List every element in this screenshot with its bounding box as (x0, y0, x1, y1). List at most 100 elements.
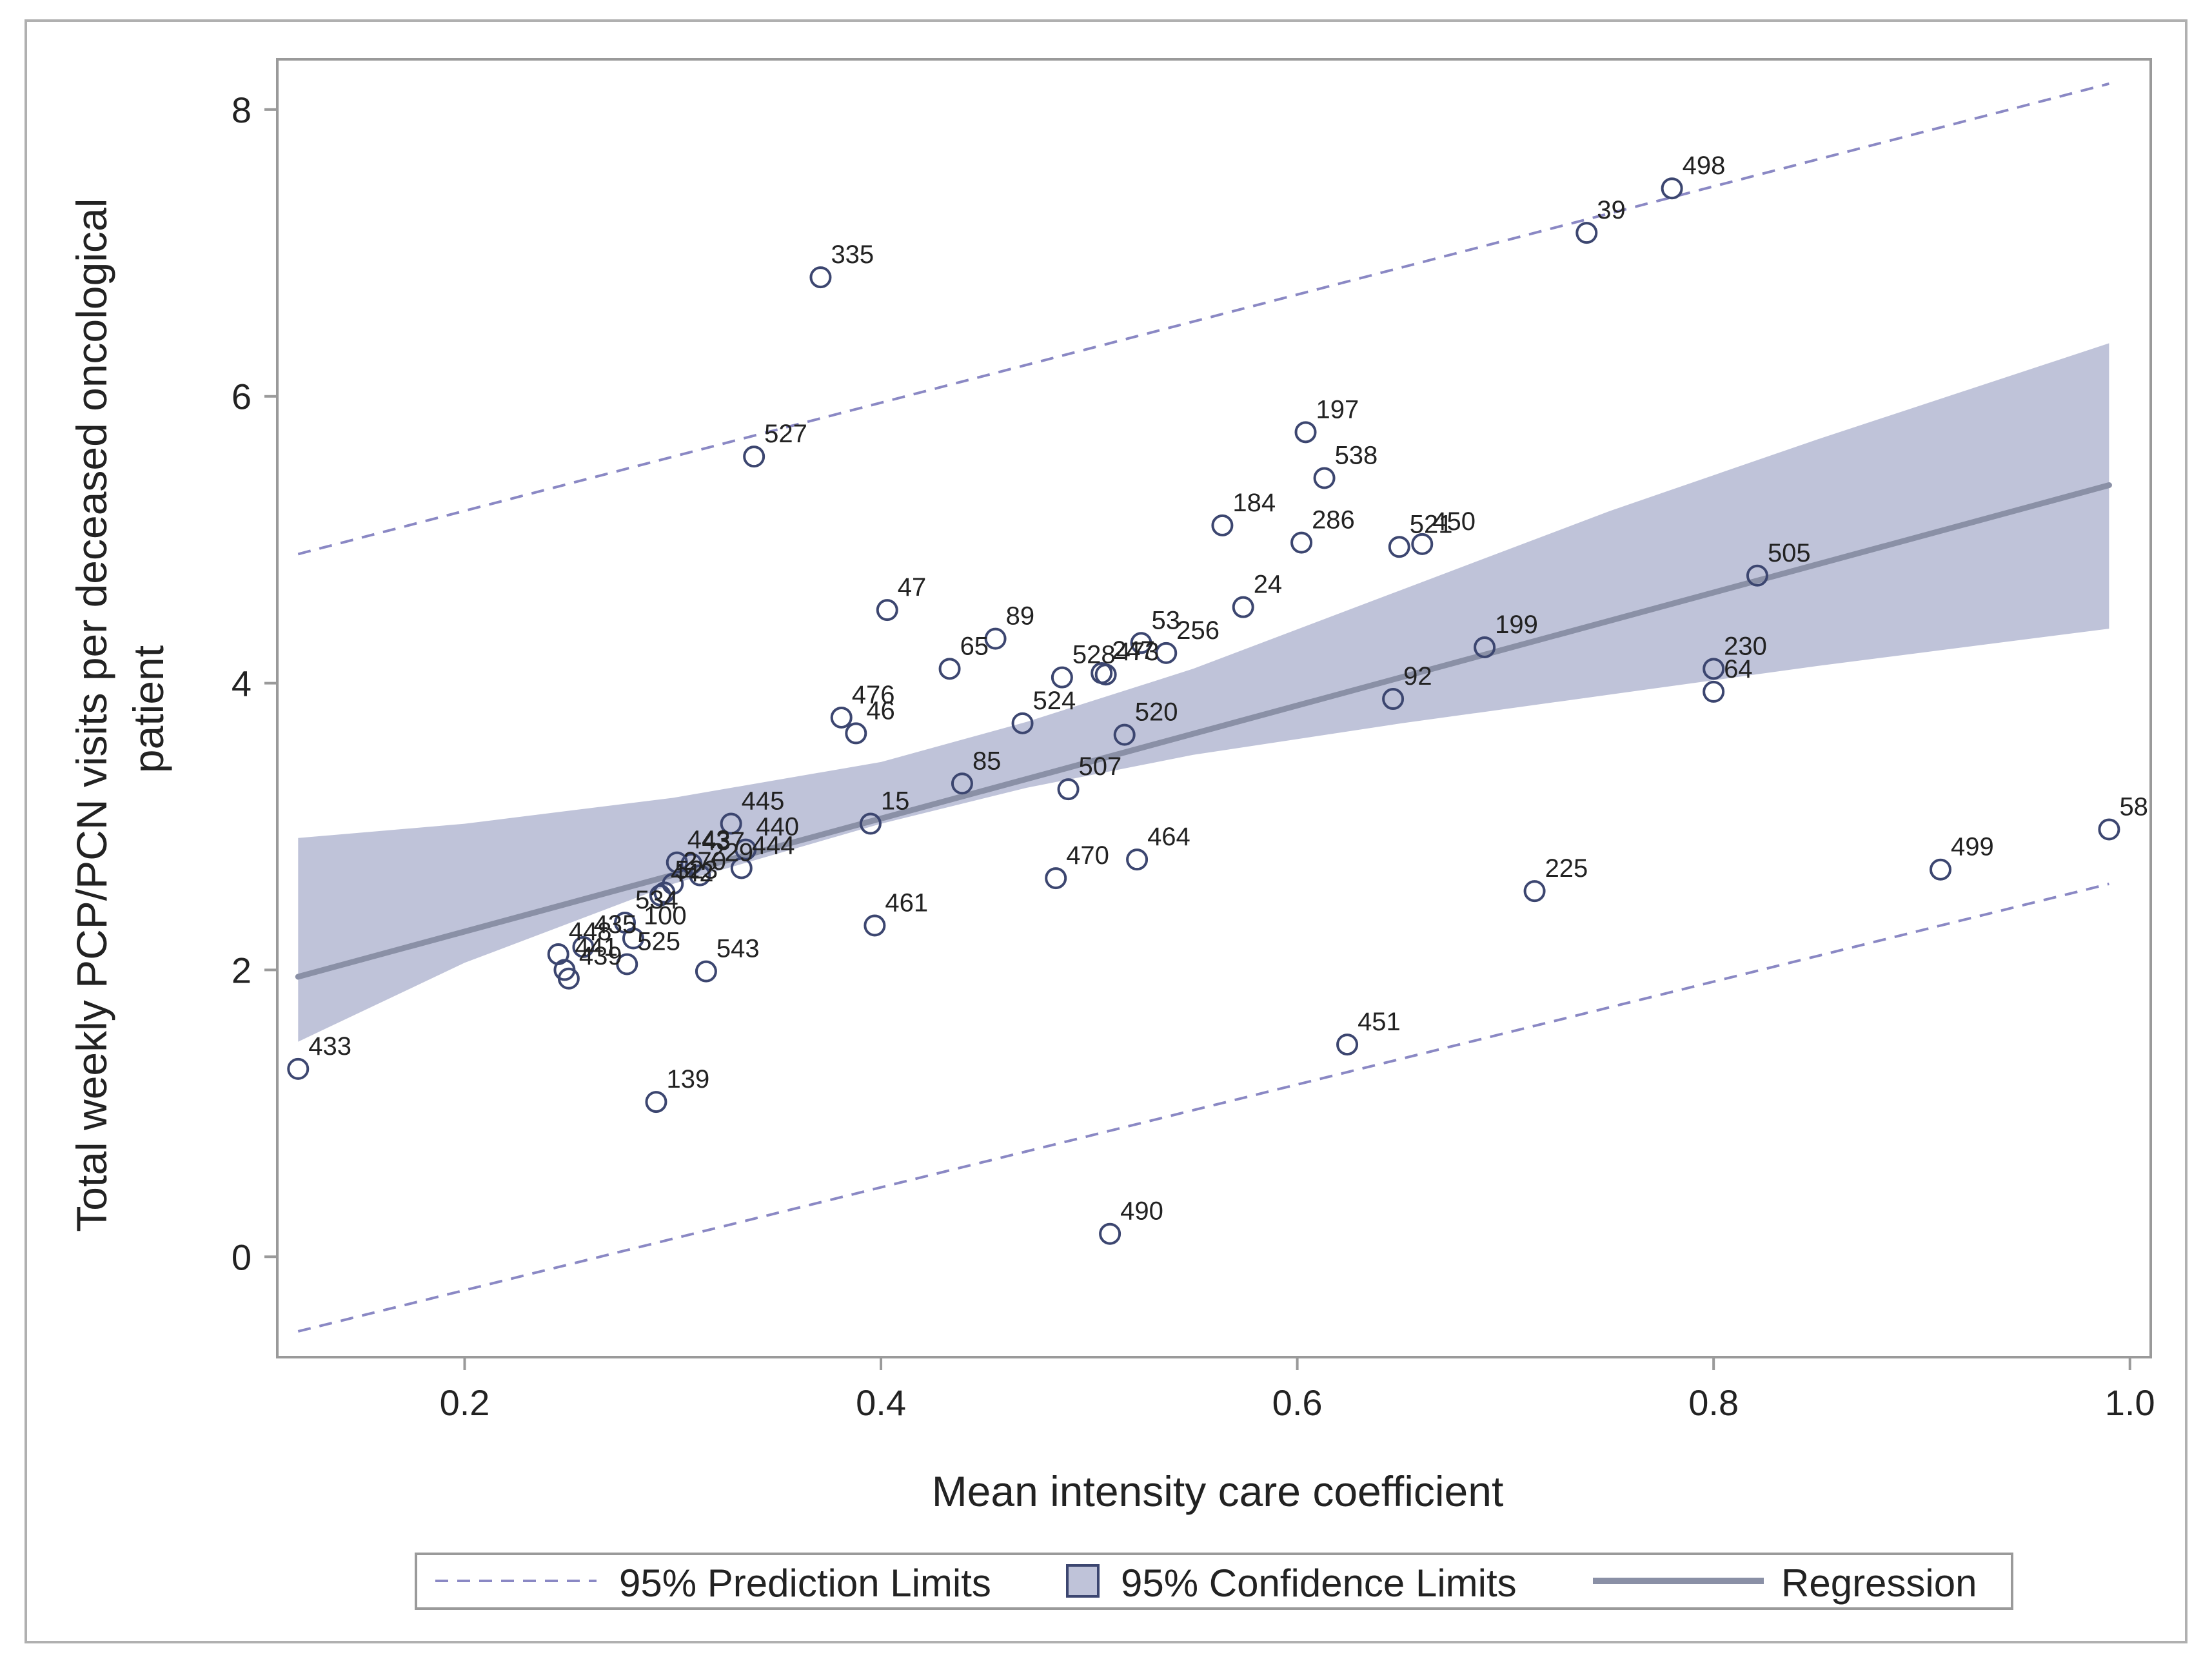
point-label: 435 (593, 910, 637, 939)
data-point (1113, 723, 1136, 746)
x-axis-label: Mean intensity care coefficient (932, 1467, 1504, 1515)
point-label: 58 (2119, 792, 2148, 821)
data-point (1382, 688, 1405, 710)
point-label: 85 (973, 747, 1002, 775)
data-point (572, 936, 595, 958)
data-point (1045, 867, 1067, 890)
data-point (1661, 177, 1683, 200)
point-label: 451 (1358, 1008, 1401, 1036)
y-tick-label: 6 (232, 377, 252, 417)
data-point (876, 599, 898, 622)
data-point (984, 627, 1007, 650)
regression-line (295, 482, 2112, 980)
data-point (859, 812, 882, 835)
prediction-limit-upper (297, 82, 2109, 556)
point-label: 461 (885, 888, 928, 917)
point-label: 184 (1232, 489, 1276, 517)
point-label: 524 (1033, 687, 1076, 715)
point-label: 523 (675, 856, 718, 884)
y-tick-label: 4 (232, 663, 252, 704)
point-label: 229 (710, 839, 753, 867)
point-label: 335 (831, 240, 874, 269)
data-point (557, 967, 580, 990)
point-label: 47 (898, 573, 927, 602)
x-tick-label: 0.6 (1272, 1382, 1323, 1423)
data-point (653, 881, 676, 904)
data-point (1929, 858, 1951, 881)
point-label: 270 (683, 847, 726, 876)
data-point (1474, 636, 1496, 658)
data-point (1057, 778, 1080, 801)
figure-border (25, 19, 2187, 1643)
data-point (649, 884, 671, 906)
x-tick-label: 0.8 (1688, 1382, 1739, 1423)
data-point (720, 812, 742, 835)
data-point (809, 266, 832, 289)
y-tick-label: 0 (232, 1237, 252, 1277)
y-tick-label: 2 (232, 950, 252, 990)
point-label: 92 (1403, 662, 1432, 691)
point-label: 534 (635, 886, 678, 914)
point-label: 441 (575, 933, 618, 961)
data-point (287, 1057, 310, 1080)
point-label: 433 (308, 1032, 351, 1061)
point-label: 445 (742, 787, 785, 816)
point-label: 437 (702, 827, 745, 856)
data-point (1232, 596, 1254, 618)
x-tick-label: 0.4 (856, 1382, 906, 1423)
point-label: 490 (1120, 1197, 1163, 1226)
data-point (951, 772, 973, 795)
point-label: 139 (666, 1065, 709, 1093)
data-point (1290, 531, 1313, 554)
x-tick-label: 0.2 (440, 1382, 490, 1423)
data-point (622, 927, 644, 950)
data-point (1094, 663, 1117, 686)
point-label: 499 (1951, 833, 1994, 861)
point-label: 89 (1006, 602, 1035, 631)
point-label: 65 (960, 632, 989, 660)
point-label: 525 (637, 928, 680, 956)
data-point (1294, 421, 1317, 444)
point-label: 473 (1116, 638, 1160, 666)
y-tick-label: 8 (232, 90, 252, 130)
legend-box-swatch (1066, 1564, 1100, 1598)
point-label: 470 (1066, 841, 1109, 870)
data-point (1703, 658, 1725, 680)
point-label: 543 (716, 935, 760, 963)
data-point (1703, 680, 1725, 703)
point-label: 15 (881, 787, 910, 816)
data-point (864, 914, 886, 937)
point-label: 256 (1176, 616, 1220, 645)
point-label: 46 (866, 696, 895, 725)
data-point (743, 446, 765, 468)
data-point (1099, 1222, 1121, 1245)
data-point (1388, 536, 1410, 558)
y-axis-label: Total weekly PCP/PCN visits per deceased… (68, 186, 172, 1231)
point-label: 439 (579, 942, 622, 970)
point-label: 448 (569, 917, 612, 946)
point-label: 100 (644, 902, 687, 930)
point-label: 476 (852, 681, 895, 709)
data-point (1411, 533, 1434, 555)
y-axis-label-line-2: patient (124, 645, 172, 773)
data-point (938, 658, 961, 680)
y-axis-label-line-1: Total weekly PCP/PCN visits per deceased… (68, 199, 115, 1232)
data-point (1523, 880, 1546, 903)
data-point (1313, 467, 1336, 489)
confidence-band (298, 343, 2109, 1042)
point-label: 527 (764, 420, 807, 448)
point-label: 444 (752, 832, 795, 860)
point-label: 528 (1072, 641, 1116, 669)
x-tick-label: 1.0 (2105, 1382, 2155, 1423)
point-label: 450 (1432, 507, 1476, 536)
data-point (1051, 666, 1073, 689)
data-point (1575, 222, 1598, 244)
plot-area-frame (276, 58, 2152, 1358)
legend-label-regression: Regression (1781, 1562, 1977, 1605)
point-label: 538 (1335, 441, 1378, 469)
data-point (1126, 848, 1149, 871)
legend-label-prediction: 95% Prediction Limits (619, 1562, 991, 1605)
data-point (695, 960, 717, 983)
